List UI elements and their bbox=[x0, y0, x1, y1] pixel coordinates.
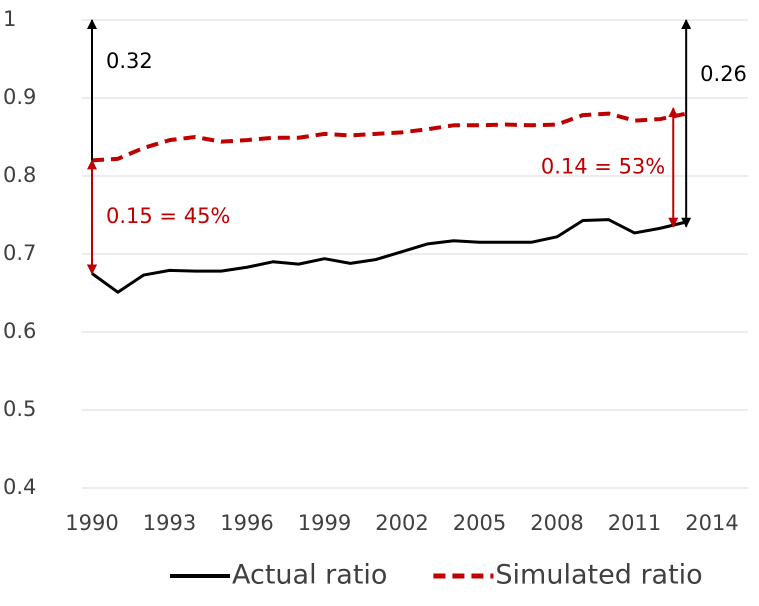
y-tick-label: 0.9 bbox=[3, 85, 36, 109]
x-tick-label: 1999 bbox=[298, 511, 351, 535]
x-tick-label: 1996 bbox=[220, 511, 273, 535]
y-tick-label: 0.5 bbox=[3, 397, 36, 421]
y-tick-label: 1 bbox=[3, 7, 16, 31]
grid: 0.4 0.5 0.6 0.7 0.8 0.9 1 1990 1993 1996 1999 2002 2… bbox=[3, 7, 748, 535]
x-tick-label: 2011 bbox=[608, 511, 661, 535]
y-tick-label: 0.6 bbox=[3, 319, 36, 343]
series-line bbox=[91, 111, 687, 163]
annotation-label: 0.26 bbox=[700, 62, 747, 86]
x-tick-label: 2005 bbox=[453, 511, 506, 535]
annotation-label: 0.14 = 53% bbox=[541, 154, 665, 178]
x-tick-label: 2002 bbox=[375, 511, 428, 535]
y-tick-label: 0.8 bbox=[3, 163, 36, 187]
annotations: 0.32 0.15 = 45% 0.26 0.14 = 53% bbox=[87, 19, 747, 275]
y-tick-label: 0.7 bbox=[3, 241, 36, 265]
series-line bbox=[91, 218, 687, 294]
annotation-label: 0.32 bbox=[106, 49, 153, 73]
legend-label: Actual ratio bbox=[232, 560, 387, 591]
x-tick-label: 2014 bbox=[685, 511, 738, 535]
annotation-label: 0.15 = 45% bbox=[106, 204, 230, 228]
legend-label: Simulated ratio bbox=[495, 560, 702, 591]
legend: Actual ratio Simulated ratio bbox=[170, 560, 703, 591]
y-tick-label: 0.4 bbox=[3, 475, 36, 499]
plot bbox=[91, 111, 687, 294]
x-tick-label: 1993 bbox=[143, 511, 196, 535]
x-tick-label: 1990 bbox=[65, 511, 118, 535]
x-tick-label: 2008 bbox=[530, 511, 583, 535]
